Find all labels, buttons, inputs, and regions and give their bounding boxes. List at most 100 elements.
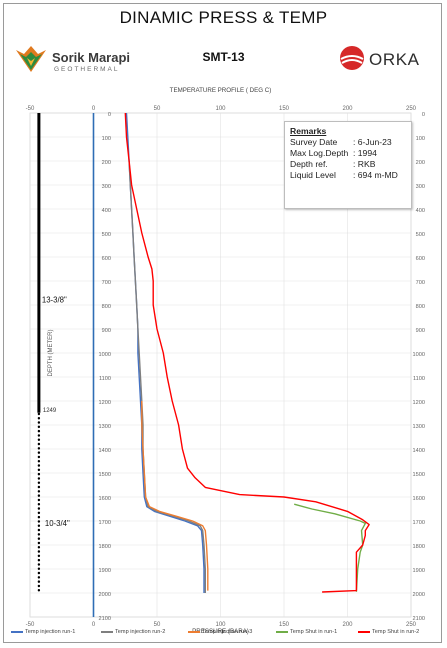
remarks-row: Liquid Level : 694 m-MD [290,170,411,181]
bottom-tick-label: 150 [279,622,290,628]
y-axis-title: DEPTH (METER) [48,330,54,377]
remarks-box: Remarks Survey Date: 6-Jun-23 Max Log.Dep… [284,121,412,209]
bottom-axis-title: PRESSURE (BARA) [192,628,249,635]
top-tick-label: -50 [26,106,35,112]
legend-swatch [101,630,113,633]
legend-swatch [358,630,370,633]
legend-swatch [11,630,23,633]
y-tick-label-right: 1900 [413,568,425,574]
remarks-key: Max Log.Depth [290,148,349,158]
y-tick-label-right: 1800 [413,544,425,550]
y-tick-label-left: 900 [102,328,111,334]
remarks-value: : RKB [353,159,376,169]
legend-swatch [188,630,200,633]
casing-shoe-label: 1249 [43,408,57,414]
orka-logo: ORKA [338,44,438,76]
y-tick-label-right: 200 [416,160,425,166]
bottom-tick-label: 100 [215,622,226,628]
y-tick-label-right: 100 [416,136,425,142]
remarks-key: Survey Date [290,137,338,147]
y-tick-label-left: 1200 [99,400,111,406]
y-tick-label-left: 200 [102,160,111,166]
y-tick-label-left: 1100 [99,376,111,382]
y-tick-label-right: 1500 [413,472,425,478]
casing-label: 13-3/8" [42,296,67,305]
casing-label: 10-3/4" [45,519,70,528]
legend-label: Temp injection run-3 [202,629,253,635]
legend-label: Temp injection run-1 [25,629,76,635]
y-tick-label-right: 700 [416,280,425,286]
top-tick-label: 50 [154,106,161,112]
y-tick-label-left: 800 [102,304,111,310]
bottom-tick-label: -50 [26,622,35,628]
remarks-row: Max Log.Depth : 1994 [290,148,411,159]
y-tick-label-right: 1300 [413,424,425,430]
legend-swatch [276,630,288,633]
remarks-value: : 6-Jun-23 [353,137,392,147]
y-tick-label-right: 800 [416,304,425,310]
y-tick-label-left: 0 [108,112,111,118]
remarks-key: Depth ref. [290,159,328,169]
y-tick-label-left: 1400 [99,448,111,454]
bottom-tick-label: 250 [406,622,417,628]
remarks-value: : 1994 [353,148,377,158]
top-tick-label: 150 [279,106,290,112]
chart-legend: Temp injection run-1 Temp injection run-2… [6,629,442,639]
legend-item: Temp injection run-1 [11,629,75,635]
y-tick-label-right: 300 [416,184,425,190]
bottom-tick-label: 50 [154,622,161,628]
y-tick-label-right: 2000 [413,592,425,598]
y-tick-label-right: 1400 [413,448,425,454]
y-tick-label-right: 900 [416,328,425,334]
legend-item: Temp injection run-2 [101,629,165,635]
remarks-key: Liquid Level [290,170,336,180]
y-tick-label-right: 1000 [413,352,425,358]
left-logo-brand: Sorik Marapi [52,50,131,65]
y-tick-label-left: 600 [102,256,111,262]
y-tick-label-left: 1300 [99,424,111,430]
sorik-marapi-logo-icon [16,46,46,72]
sorik-marapi-logo: Sorik Marapi GEOTHERMAL [14,44,144,78]
top-tick-label: 0 [92,106,96,112]
y-tick-label-right: 500 [416,232,425,238]
y-tick-label-right: 1700 [413,520,425,526]
top-tick-label: 250 [406,106,417,112]
legend-item: Temp Shut in run-1 [276,629,337,635]
y-tick-label-left: 1600 [99,496,111,502]
orka-logo-icon [340,46,364,70]
y-tick-label-right: 600 [416,256,425,262]
remarks-row: Survey Date : 6-Jun-23 [290,137,411,148]
series-line [141,401,209,591]
bottom-tick-label: 200 [342,622,353,628]
series-line [124,112,370,593]
top-tick-label: 200 [342,106,353,112]
y-tick-label-left: 1700 [99,520,111,526]
legend-label: Temp Shut in run-2 [372,629,420,635]
top-tick-label: 100 [215,106,226,112]
right-logo-brand: ORKA [369,50,420,69]
y-tick-label-left: 1800 [99,544,111,550]
y-tick-label-right: 1100 [413,376,425,382]
y-tick-label-left: 1500 [99,472,111,478]
remarks-value: : 694 m-MD [353,170,398,180]
legend-label: Temp Shut in run-1 [290,629,338,635]
y-tick-label-left: 400 [102,208,111,214]
y-tick-label-left: 100 [102,136,111,142]
y-tick-label-left: 1900 [99,568,111,574]
bottom-tick-label: 0 [92,622,96,628]
y-tick-label-right: 1200 [413,400,425,406]
y-tick-label-right: 0 [422,112,425,118]
remarks-row: Depth ref. : RKB [290,159,411,170]
chart-frame [3,3,442,643]
left-logo-sub: GEOTHERMAL [54,66,120,73]
y-tick-label-left: 700 [102,280,111,286]
y-tick-label-left: 500 [102,232,111,238]
top-axis-title: TEMPERATURE PROFILE ( DEG C) [170,87,272,94]
y-tick-label-right: 1600 [413,496,425,502]
y-tick-label-left: 2100 [99,616,111,622]
y-tick-label-left: 1000 [99,352,111,358]
legend-item: Temp injection run-3 [188,629,252,635]
page-title: DINAMIC PRESS & TEMP [119,8,328,27]
remarks-heading: Remarks [290,126,327,136]
